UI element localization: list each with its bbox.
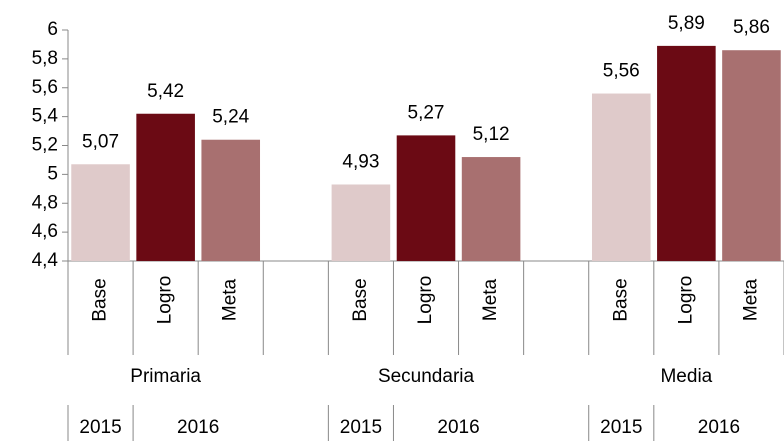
x-tick-label: Base	[90, 278, 111, 321]
year-label: 2015	[79, 417, 121, 438]
y-tick-label: 5	[47, 163, 58, 184]
y-tick-label: 4,6	[32, 221, 58, 242]
y-tick-label: 5,6	[32, 77, 58, 98]
value-label: 5,07	[82, 131, 119, 152]
year-label: 2016	[698, 417, 740, 438]
bar	[71, 164, 130, 261]
bar	[331, 184, 391, 261]
year-label: 2016	[177, 417, 219, 438]
bar	[396, 135, 456, 261]
value-label: 5,42	[147, 81, 184, 102]
bar	[136, 113, 195, 261]
y-tick-label: 4,4	[32, 250, 59, 271]
x-tick-label: Base	[350, 278, 371, 321]
x-tick-label: Logro	[415, 276, 436, 325]
value-label: 5,89	[668, 13, 705, 34]
y-tick-label: 5,4	[32, 106, 59, 127]
y-tick-label: 6	[47, 19, 58, 40]
x-tick-label: Base	[610, 278, 631, 321]
bar	[657, 45, 716, 261]
value-label: 5,86	[733, 17, 770, 38]
x-tick-label: Logro	[675, 276, 696, 325]
group-label: Media	[660, 366, 712, 387]
value-label: 5,56	[603, 61, 640, 82]
y-tick-label: 5,2	[32, 135, 58, 156]
bar	[591, 93, 651, 262]
year-label: 2016	[437, 417, 479, 438]
year-label: 2015	[340, 417, 382, 438]
bar	[722, 50, 781, 262]
x-tick-label: Meta	[220, 278, 241, 321]
y-tick-label: 5,8	[32, 48, 58, 69]
value-label: 5,27	[408, 102, 445, 123]
x-tick-label: Meta	[480, 278, 501, 321]
value-label: 5,24	[212, 107, 249, 128]
bar	[201, 139, 261, 261]
year-label: 2015	[600, 417, 642, 438]
bar	[461, 157, 521, 261]
y-tick-label: 4,8	[32, 192, 58, 213]
x-tick-label: Logro	[155, 276, 176, 325]
group-label: Primaria	[130, 366, 201, 387]
value-label: 4,93	[342, 151, 379, 172]
value-label: 5,12	[473, 124, 510, 145]
x-tick-label: Meta	[740, 278, 761, 321]
group-label: Secundaria	[378, 366, 475, 387]
